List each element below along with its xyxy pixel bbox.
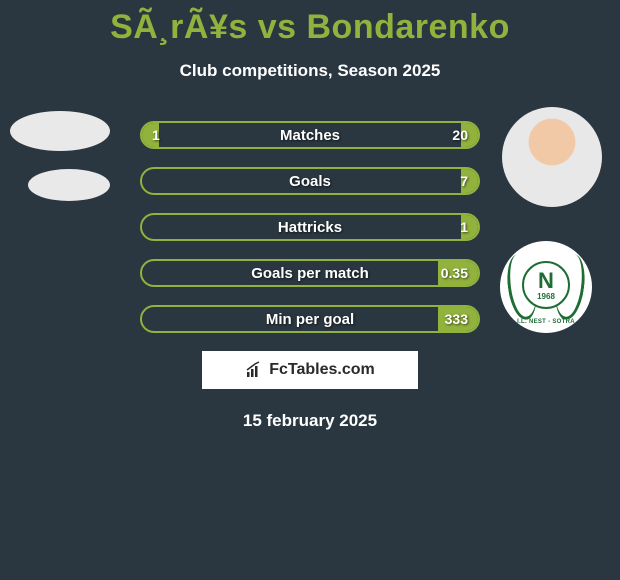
stat-row-hattricks: Hattricks 1 <box>140 213 480 241</box>
club-right-badge: N 1968 I.L. NEST - SOTRA <box>500 241 592 333</box>
comparison-date: 15 february 2025 <box>0 411 620 431</box>
stat-value-right: 0.35 <box>441 261 468 285</box>
stat-label: Min per goal <box>142 307 478 331</box>
stat-value-right: 20 <box>452 123 468 147</box>
stat-label: Hattricks <box>142 215 478 239</box>
brand-text: FcTables.com <box>269 361 375 379</box>
club-badge-letter: N <box>538 270 554 292</box>
stat-label: Goals <box>142 169 478 193</box>
stat-label: Goals per match <box>142 261 478 285</box>
page-subtitle: Club competitions, Season 2025 <box>0 61 620 81</box>
stat-value-right: 333 <box>445 307 468 331</box>
chart-icon <box>245 361 263 379</box>
comparison-panel: N 1968 I.L. NEST - SOTRA 1 Matches 20 Go… <box>0 121 620 431</box>
stat-row-min-per-goal: Min per goal 333 <box>140 305 480 333</box>
club-badge-year: 1968 <box>537 293 555 301</box>
player-left-avatar-placeholder-2 <box>28 169 110 201</box>
club-badge-subtext: I.L. NEST - SOTRA <box>510 319 582 325</box>
stat-row-goals: Goals 7 <box>140 167 480 195</box>
club-badge-circle: N 1968 <box>522 261 570 309</box>
player-left-avatar-placeholder-1 <box>10 111 110 151</box>
player-right-avatar <box>502 107 602 207</box>
page-title: SÃ¸rÃ¥s vs Bondarenko <box>0 0 620 47</box>
stat-row-goals-per-match: Goals per match 0.35 <box>140 259 480 287</box>
stat-label: Matches <box>142 123 478 147</box>
stat-row-matches: 1 Matches 20 <box>140 121 480 149</box>
club-badge-graphic: N 1968 I.L. NEST - SOTRA <box>510 251 582 323</box>
stat-value-right: 7 <box>460 169 468 193</box>
stat-bars: 1 Matches 20 Goals 7 Hattricks 1 Goals p… <box>140 121 480 333</box>
brand-watermark[interactable]: FcTables.com <box>202 351 418 389</box>
stat-value-right: 1 <box>460 215 468 239</box>
